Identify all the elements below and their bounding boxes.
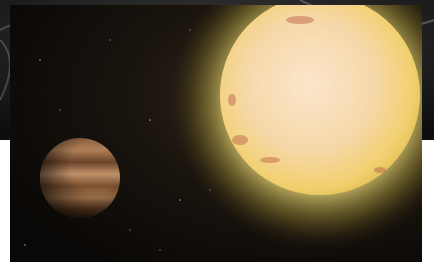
- space-scene: [10, 0, 434, 262]
- planet: [40, 138, 120, 218]
- space-image: [0, 0, 434, 266]
- star: [220, 0, 420, 195]
